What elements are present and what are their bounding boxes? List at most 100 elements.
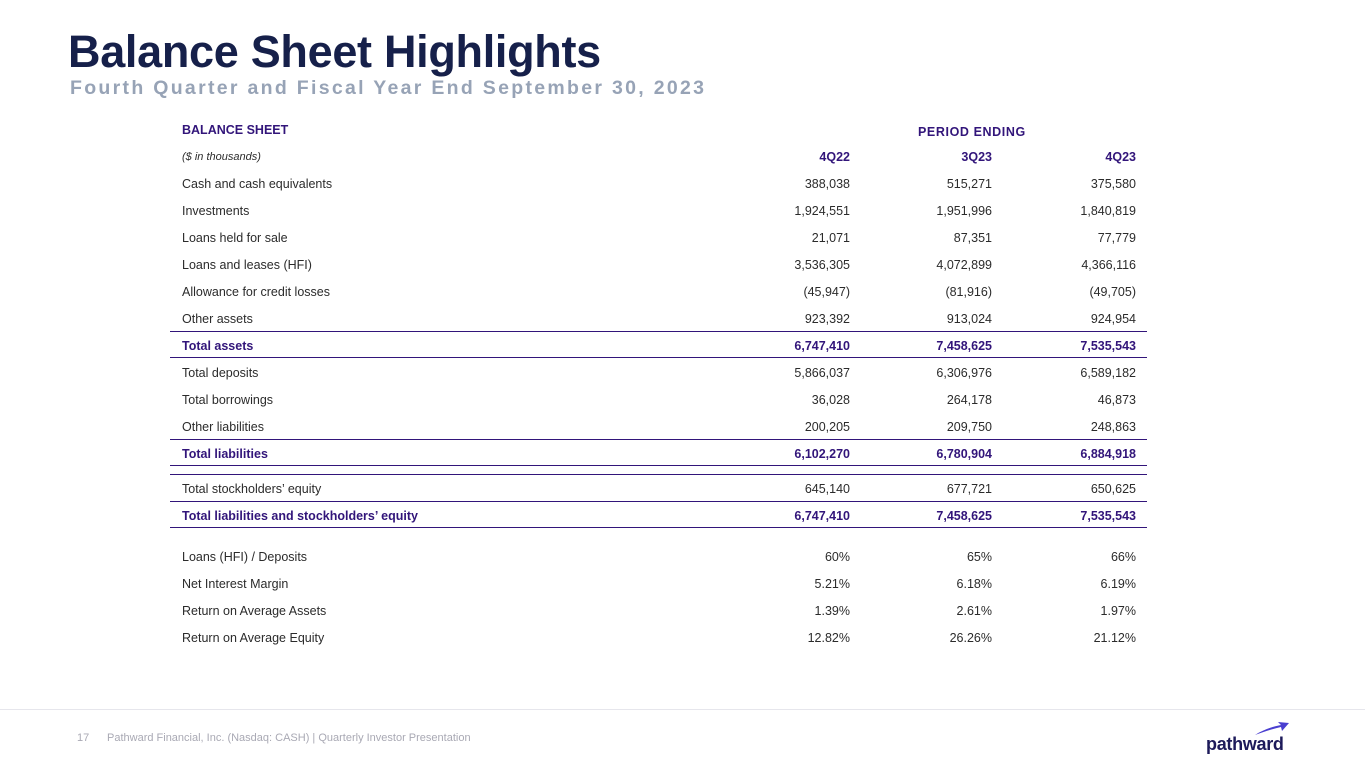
row-value: 924,954	[1090, 312, 1136, 326]
row-label: Loans held for sale	[182, 231, 288, 245]
row-value: 36,028	[811, 393, 850, 407]
row-value: (45,947)	[803, 285, 850, 299]
balance-sheet-table: BALANCE SHEET PERIOD ENDING ($ in thousa…	[170, 118, 1147, 650]
row-label: Return on Average Equity	[182, 631, 325, 645]
table-row: Return on Average Equity 12.82% 26.26% 2…	[170, 623, 1147, 650]
logo-wordmark: pathward	[1206, 734, 1284, 754]
row-label: Total stockholders’ equity	[182, 482, 322, 496]
row-label: Loans and leases (HFI)	[182, 258, 312, 272]
table-row: Investments 1,924,551 1,951,996 1,840,81…	[170, 196, 1147, 223]
total-assets-row: Total assets 6,747,410 7,458,625 7,535,5…	[170, 331, 1147, 358]
table-header-row: BALANCE SHEET PERIOD ENDING	[170, 118, 1147, 142]
table-row: Other assets 923,392 913,024 924,954	[170, 304, 1147, 331]
swoosh-icon	[1255, 722, 1289, 735]
row-label: Investments	[182, 204, 250, 218]
row-value: 677,721	[946, 482, 992, 496]
table-row: Loans and leases (HFI) 3,536,305 4,072,8…	[170, 250, 1147, 277]
row-label: Cash and cash equivalents	[182, 177, 333, 191]
row-label: Allowance for credit losses	[182, 285, 330, 299]
row-value: 6,747,410	[794, 509, 850, 523]
page-subtitle: Fourth Quarter and Fiscal Year End Septe…	[70, 77, 707, 99]
row-value: 66%	[1110, 550, 1136, 564]
row-value: 26.26%	[949, 631, 992, 645]
page-number: 17	[77, 732, 90, 744]
row-value: 4,072,899	[936, 258, 992, 272]
units-label: ($ in thousands)	[182, 151, 261, 163]
row-value: 65%	[966, 550, 992, 564]
row-value: 87,351	[953, 231, 992, 245]
row-label: Net Interest Margin	[182, 577, 289, 591]
row-value: 1,924,551	[794, 204, 850, 218]
table-row: Net Interest Margin 5.21% 6.18% 6.19%	[170, 569, 1147, 596]
table-row: Loans held for sale 21,071 87,351 77,779	[170, 223, 1147, 250]
row-value: 5,866,037	[794, 366, 850, 380]
row-label: Other assets	[182, 312, 253, 326]
row-value: (81,916)	[945, 285, 992, 299]
row-value: 1,951,996	[936, 204, 992, 218]
row-value: 6,102,270	[794, 447, 850, 461]
table-row: Total borrowings 36,028 264,178 46,873	[170, 385, 1147, 412]
row-value: 6.19%	[1100, 577, 1136, 591]
row-value: 200,205	[804, 420, 850, 434]
row-value: 375,580	[1090, 177, 1136, 191]
row-value: 46,873	[1097, 393, 1136, 407]
column-header: 4Q23	[1105, 150, 1136, 164]
row-value: 21,071	[811, 231, 850, 245]
equity-row: Total stockholders’ equity 645,140 677,7…	[170, 474, 1147, 501]
column-header: 3Q23	[961, 150, 992, 164]
column-header: 4Q22	[819, 150, 850, 164]
row-value: 6,747,410	[794, 339, 850, 353]
row-value: 2.61%	[956, 604, 992, 618]
row-value: 3,536,305	[794, 258, 850, 272]
row-value: 6,884,918	[1080, 447, 1136, 461]
row-value: 6,589,182	[1080, 366, 1136, 380]
row-label: Total liabilities and stockholders’ equi…	[182, 509, 418, 523]
footer-divider	[0, 709, 1365, 710]
row-value: 21.12%	[1093, 631, 1136, 645]
row-value: 650,625	[1090, 482, 1136, 496]
units-row: ($ in thousands) 4Q22 3Q23 4Q23	[170, 142, 1147, 169]
table-row: Total deposits 5,866,037 6,306,976 6,589…	[170, 358, 1147, 385]
row-label: Return on Average Assets	[182, 604, 327, 618]
period-label: PERIOD ENDING	[918, 125, 1026, 139]
table-row: Other liabilities 200,205 209,750 248,86…	[170, 412, 1147, 439]
row-label: Other liabilities	[182, 420, 264, 434]
row-value: 12.82%	[807, 631, 850, 645]
row-value: (49,705)	[1089, 285, 1136, 299]
row-value: 6,780,904	[936, 447, 992, 461]
row-label: Loans (HFI) / Deposits	[182, 550, 308, 564]
row-value: 6.18%	[956, 577, 992, 591]
table-spacer	[170, 528, 1147, 542]
row-label: Total liabilities	[182, 447, 268, 461]
row-value: 1,840,819	[1080, 204, 1136, 218]
section-label: BALANCE SHEET	[182, 123, 289, 137]
pathward-logo: pathward	[1206, 721, 1296, 757]
row-value: 7,458,625	[936, 509, 992, 523]
table-row: Allowance for credit losses (45,947) (81…	[170, 277, 1147, 304]
page-title: Balance Sheet Highlights	[68, 26, 601, 77]
row-value: 7,458,625	[936, 339, 992, 353]
row-value: 515,271	[946, 177, 992, 191]
row-value: 6,306,976	[936, 366, 992, 380]
row-value: 77,779	[1097, 231, 1136, 245]
row-value: 5.21%	[814, 577, 850, 591]
row-value: 7,535,543	[1080, 509, 1136, 523]
row-value: 1.97%	[1100, 604, 1136, 618]
footer-text: Pathward Financial, Inc. (Nasdaq: CASH) …	[107, 732, 471, 744]
table-row: Return on Average Assets 1.39% 2.61% 1.9…	[170, 596, 1147, 623]
row-label: Total borrowings	[182, 393, 274, 407]
table-row: Cash and cash equivalents 388,038 515,27…	[170, 169, 1147, 196]
row-value: 645,140	[804, 482, 850, 496]
row-label: Total deposits	[182, 366, 259, 380]
row-label: Total assets	[182, 339, 254, 353]
table-row: Loans (HFI) / Deposits 60% 65% 66%	[170, 542, 1147, 569]
row-value: 248,863	[1090, 420, 1136, 434]
row-value: 923,392	[804, 312, 850, 326]
row-value: 264,178	[946, 393, 992, 407]
row-value: 388,038	[804, 177, 850, 191]
total-liabilities-equity-row: Total liabilities and stockholders’ equi…	[170, 501, 1147, 528]
total-liabilities-row: Total liabilities 6,102,270 6,780,904 6,…	[170, 439, 1147, 466]
row-value: 1.39%	[814, 604, 850, 618]
row-value: 913,024	[946, 312, 992, 326]
row-value: 209,750	[946, 420, 992, 434]
